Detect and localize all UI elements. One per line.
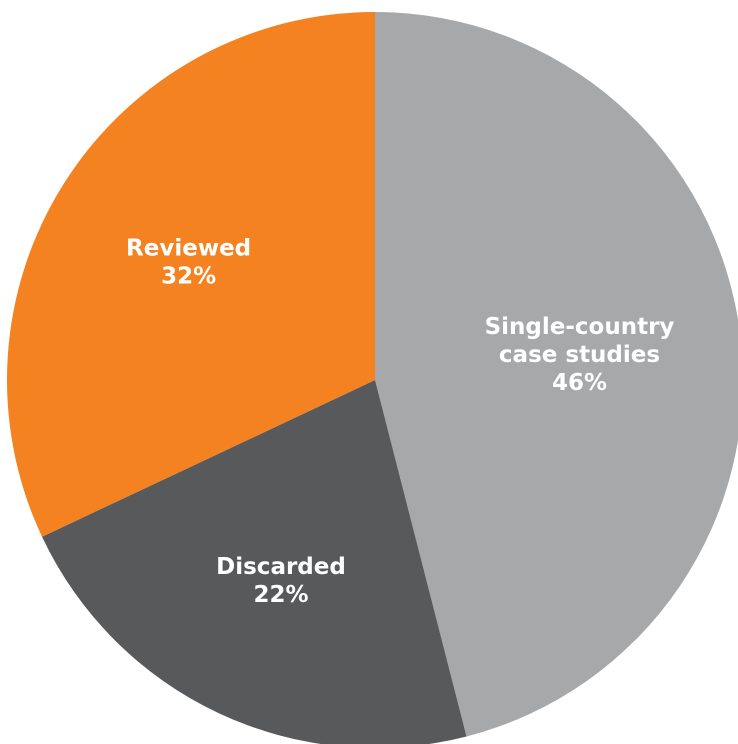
pie-label-line: Reviewed (126, 236, 251, 262)
pie-label-line: case studies (499, 342, 660, 368)
pie-label-discarded: Discarded 22% (216, 554, 346, 608)
pie-label-line: 22% (253, 582, 308, 608)
pie-slice-case-studies (375, 12, 738, 737)
pie-label-case-studies: Single-country case studies 46% (485, 314, 675, 396)
pie-label-line: Discarded (216, 554, 346, 580)
pie-labels: Single-country case studies 46% Discarded 22… (126, 236, 674, 608)
pie-slice-reviewed (6, 12, 376, 537)
pie-slice-discarded (42, 380, 467, 744)
pie-label-reviewed: Reviewed 32% (126, 236, 251, 290)
pie-label-line: 46% (552, 370, 607, 396)
pie-label-line: 32% (161, 264, 216, 290)
pie-slices (6, 12, 738, 744)
pie-label-line: Single-country (485, 314, 675, 340)
